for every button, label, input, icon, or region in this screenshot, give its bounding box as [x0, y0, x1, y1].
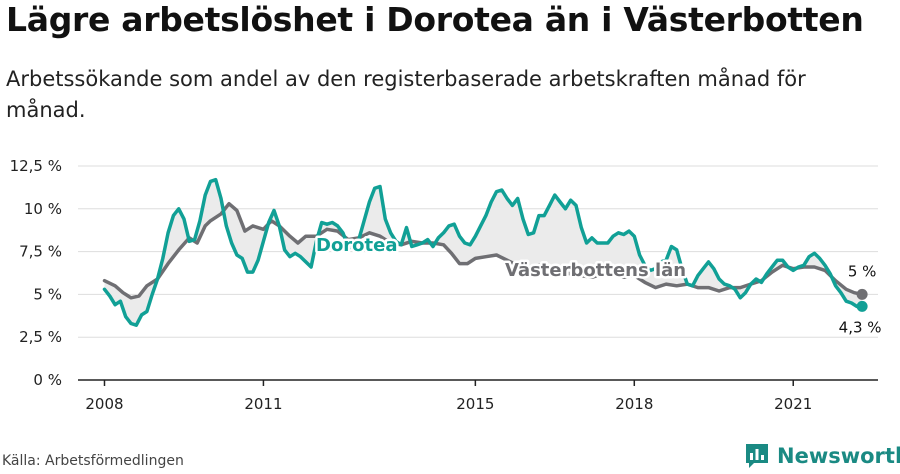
end-point-vasterbottens-lan [856, 288, 868, 300]
y-tick-label: 5 % [33, 285, 62, 303]
end-point-dorotea [856, 300, 868, 312]
axes: 0 % 2,5 % 5 % 7,5 % 10 % 12,5 % 2008 2011 2015 20… [10, 157, 878, 413]
newsworthy-logo: Newsworthy [745, 441, 900, 471]
end-label-dorotea: 4,3 % [839, 318, 882, 336]
x-tick-label: 2011 [244, 395, 282, 413]
y-tick-label: 10 % [24, 200, 62, 218]
area-between-series [104, 179, 863, 326]
y-tick-label: 7,5 % [19, 243, 62, 261]
series-lines [102, 177, 868, 327]
y-tick-label: 0 % [33, 371, 62, 389]
series-labels: 5 % 4,3 % Dorotea Västerbottens län [314, 233, 882, 337]
difference-area [104, 179, 863, 326]
chart-subtitle: Arbetssökande som andel av den registerb… [6, 67, 806, 122]
bar-chart-icon [746, 444, 768, 468]
series-line-dorotea [102, 177, 864, 327]
y-tick-label: 12,5 % [10, 157, 62, 175]
chart-title: Lägre arbetslöshet i Dorotea än i Väster… [6, 0, 864, 39]
x-tick-label: 2008 [85, 395, 123, 413]
x-tick-label: 2015 [456, 395, 494, 413]
grid-lines [78, 165, 878, 338]
x-tick-label: 2021 [774, 395, 812, 413]
y-tick-label: 2,5 % [19, 328, 62, 346]
end-label-vasterbottens-lan: 5 % [848, 262, 877, 280]
brand-name: Newsworthy [777, 444, 900, 468]
source-credit: Källa: Arbetsförmedlingen [2, 453, 184, 469]
series-label-dorotea: Dorotea [316, 235, 398, 256]
series-label-vasterbottens-lan: Västerbottens län [505, 260, 686, 281]
x-tick-label: 2018 [615, 395, 653, 413]
